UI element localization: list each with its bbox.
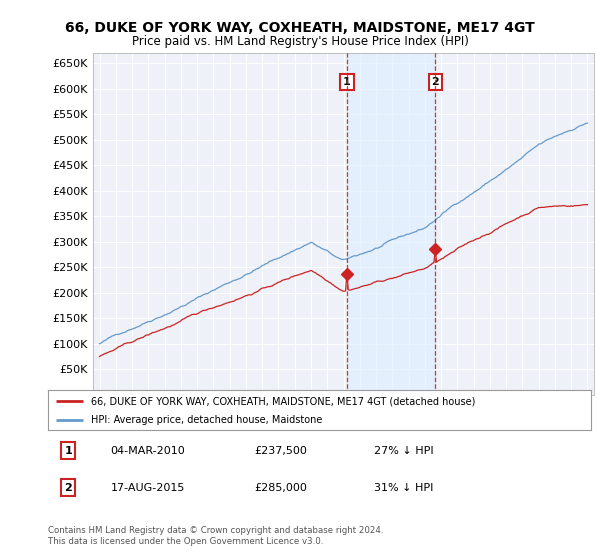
Text: 2: 2	[431, 77, 439, 87]
Text: 27% ↓ HPI: 27% ↓ HPI	[374, 446, 433, 456]
Text: £237,500: £237,500	[254, 446, 307, 456]
Text: £285,000: £285,000	[254, 483, 307, 493]
Text: HPI: Average price, detached house, Maidstone: HPI: Average price, detached house, Maid…	[91, 415, 323, 425]
Text: 2: 2	[64, 483, 72, 493]
Text: 1: 1	[64, 446, 72, 456]
Text: Contains HM Land Registry data © Crown copyright and database right 2024.
This d: Contains HM Land Registry data © Crown c…	[48, 526, 383, 546]
Bar	[347, 53, 435, 395]
Text: 66, DUKE OF YORK WAY, COXHEATH, MAIDSTONE, ME17 4GT (detached house): 66, DUKE OF YORK WAY, COXHEATH, MAIDSTON…	[91, 396, 476, 406]
Text: 66, DUKE OF YORK WAY, COXHEATH, MAIDSTONE, ME17 4GT: 66, DUKE OF YORK WAY, COXHEATH, MAIDSTON…	[65, 21, 535, 35]
Text: Price paid vs. HM Land Registry's House Price Index (HPI): Price paid vs. HM Land Registry's House …	[131, 35, 469, 48]
Text: 17-AUG-2015: 17-AUG-2015	[110, 483, 185, 493]
Text: 1: 1	[343, 77, 351, 87]
Text: 31% ↓ HPI: 31% ↓ HPI	[374, 483, 433, 493]
Text: 04-MAR-2010: 04-MAR-2010	[110, 446, 185, 456]
